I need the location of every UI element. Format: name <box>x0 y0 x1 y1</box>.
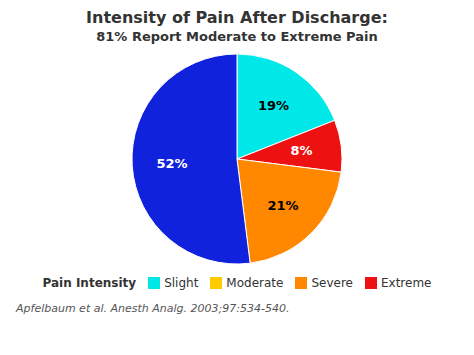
html-text:Apfelbaum et al. Anesth Analg.: Apfelbaum et al. Anesth Analg. 2003;97:5… <box>16 302 290 315</box>
html-text:81% Report Moderate to Extreme: 81% Report Moderate to Extreme Pain <box>96 29 378 44</box>
svg-text:8%: 8% <box>291 143 313 158</box>
html-text:Pain Intensity: Pain Intensity <box>42 276 137 290</box>
html-text:Extreme: Extreme <box>381 276 432 290</box>
html-text:Moderate: Moderate <box>226 276 284 290</box>
svg-text:19%: 19% <box>258 98 289 113</box>
svg-text:21%: 21% <box>267 198 298 213</box>
html-text:Intensity of Pain After Discha: Intensity of Pain After Discharge: <box>86 8 388 27</box>
html-text:Severe: Severe <box>311 276 353 290</box>
html-text:Slight: Slight <box>164 276 199 290</box>
svg-text:52%: 52% <box>156 156 187 171</box>
